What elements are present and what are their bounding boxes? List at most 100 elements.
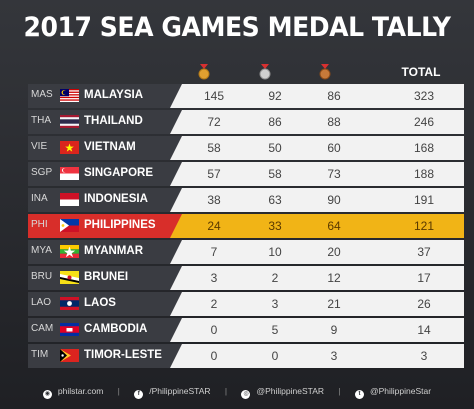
silver-count: 58 [268,167,282,181]
row-label-cell [28,162,170,186]
total-count: 14 [417,323,431,337]
row-label-cell [28,214,170,238]
silver-count: 63 [268,193,282,207]
row-label-cell [28,188,170,212]
laos-flag-icon [60,297,79,310]
gold-count: 7 [210,245,218,259]
gold-count: 38 [207,193,221,207]
bronze-count: 20 [327,245,341,259]
total-count: 3 [420,349,428,363]
indonesia-flag-icon [60,193,79,206]
country-code: INA [31,193,48,204]
column-header-row: TOTAL [170,62,462,82]
row-label-cell [28,292,170,316]
table-row: LAO LAOS 2 3 21 26 [28,292,464,316]
row-label-cell [28,266,170,290]
gold-count: 2 [210,297,218,311]
row-label-cell [28,318,170,342]
country-name: THAILAND [84,115,143,127]
gold-count: 57 [207,167,221,181]
country-name: BRUNEI [84,271,129,283]
country-name: SINGAPORE [84,167,154,179]
facebook-icon: f [134,390,144,399]
gold-count: 0 [210,323,218,337]
country-name: INDONESIA [84,193,148,205]
globe-icon: ◉ [42,390,52,399]
country-code: TIM [31,349,49,360]
country-name: VIETNAM [84,141,136,153]
total-count: 246 [413,115,435,129]
twitter-icon: t [354,390,364,399]
silver-count: 2 [271,271,279,285]
total-count: 121 [413,219,435,233]
total-count: 168 [413,141,435,155]
myanmar-flag-icon [60,245,79,258]
vietnam-flag-icon [60,141,79,154]
page-title: 2017 SEA GAMES MEDAL TALLY [23,12,451,43]
bronze-count: 86 [327,89,341,103]
table-row: TIM TIMOR-LESTE 0 0 3 3 [28,344,464,368]
bronze-count: 3 [330,349,338,363]
site-link[interactable]: ◉ philstar.com [42,386,104,399]
bronze-count: 88 [327,115,341,129]
gold-count: 0 [210,349,218,363]
gold-count: 3 [210,271,218,285]
footer-credits: ◉ philstar.com | f/PhilippineSTAR | ◎ @Phi… [0,386,474,400]
divider: | [117,386,120,396]
country-code: THA [31,115,51,126]
country-name: LAOS [84,297,116,309]
row-label-cell [28,344,170,368]
cambodia-flag-icon [60,323,79,336]
twitter-link[interactable]: t @PhilippineStar [351,386,435,399]
table-row: SGP SINGAPORE 57 58 73 188 [28,162,464,186]
total-count: 17 [417,271,431,285]
country-name: PHILIPPINES [84,219,156,231]
country-name: TIMOR-LESTE [84,349,162,361]
bronze-count: 73 [327,167,341,181]
silver-count: 10 [268,245,282,259]
total-count: 191 [413,193,435,207]
bronze-count: 21 [327,297,341,311]
country-name: CAMBODIA [84,323,148,335]
gold-count: 24 [207,219,221,233]
table-row: INA INDONESIA 38 63 90 191 [28,188,464,212]
total-column-header: TOTAL [401,65,441,79]
bronze-count: 12 [327,271,341,285]
divider: | [338,386,341,396]
gold-count: 58 [207,141,221,155]
total-count: 37 [417,245,431,259]
country-code: CAM [31,323,54,334]
gold-count: 72 [207,115,221,129]
row-label-cell [28,84,170,108]
country-code: SGP [31,167,53,178]
country-name: MYANMAR [84,245,143,257]
row-label-cell [28,110,170,134]
silver-count: 3 [271,297,279,311]
facebook-link[interactable]: f/PhilippineSTAR [130,386,214,399]
total-count: 323 [413,89,435,103]
gold-count: 145 [203,89,225,103]
table-row: MAS MALAYSIA 145 92 86 323 [28,84,464,108]
row-label-cell [28,136,170,160]
table-row: MYA MYANMAR 7 10 20 37 [28,240,464,264]
country-code: MAS [31,89,53,100]
instagram-link[interactable]: ◎ @PhilippineSTAR [241,386,325,399]
country-code: LAO [31,297,52,308]
table-row: THA THAILAND 72 86 88 246 [28,110,464,134]
silver-count: 33 [268,219,282,233]
divider: | [224,386,228,396]
bronze-count: 60 [327,141,341,155]
bronze-medal-icon [318,64,332,80]
silver-count: 50 [268,141,282,155]
bronze-count: 90 [327,193,341,207]
brunei-flag-icon [60,271,79,284]
silver-count: 5 [271,323,279,337]
total-count: 26 [417,297,431,311]
country-code: VIE [31,141,48,152]
singapore-flag-icon [60,167,79,180]
philippines-flag-icon [60,219,79,232]
table-row: VIE VIETNAM 58 50 60 168 [28,136,464,160]
bronze-count: 64 [327,219,341,233]
thailand-flag-icon [60,115,79,128]
instagram-icon: ◎ [241,390,251,399]
